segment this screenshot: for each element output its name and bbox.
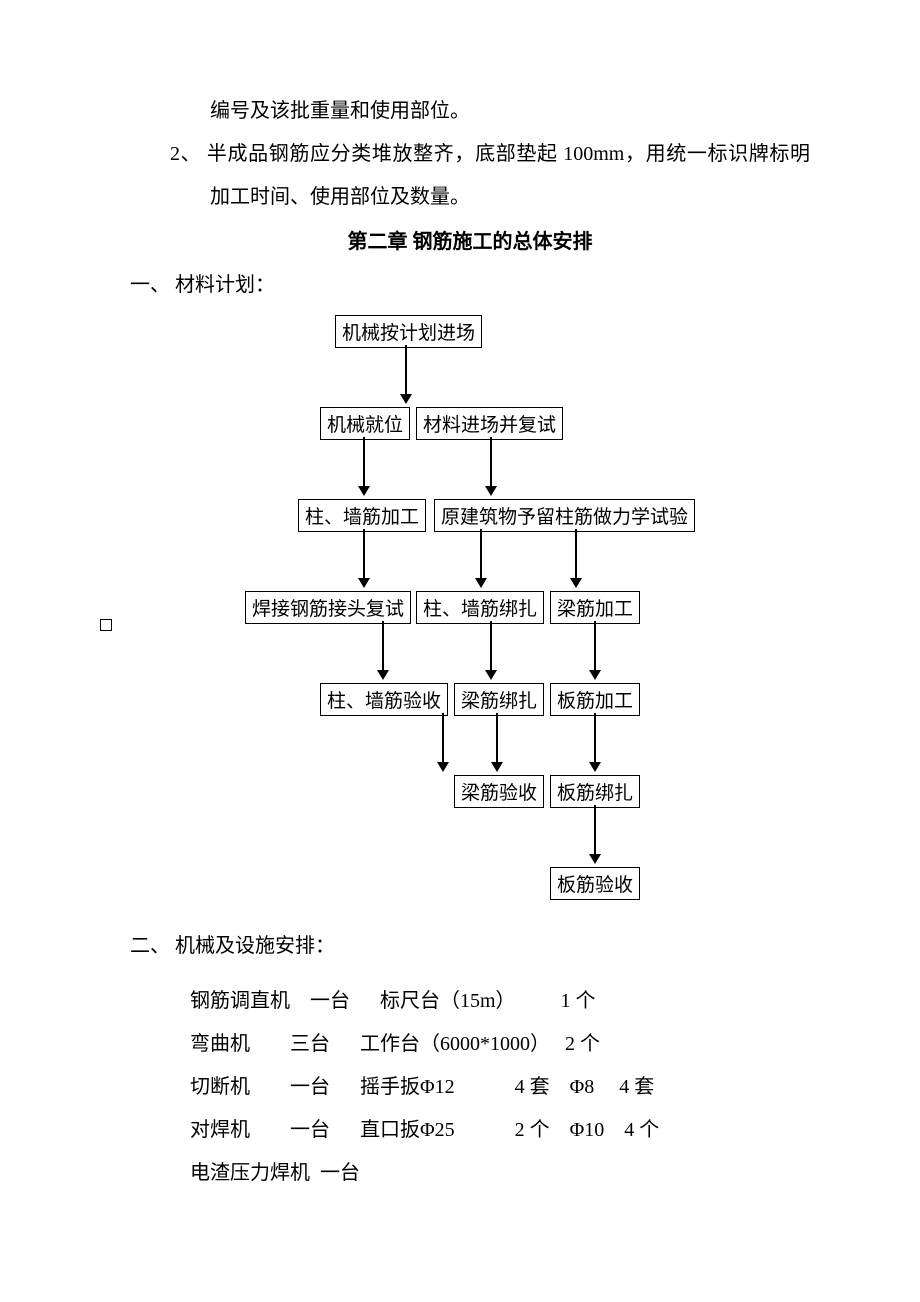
flow-arrow <box>490 621 492 679</box>
flow-arrow <box>496 713 498 771</box>
flow-arrow <box>575 529 577 587</box>
flow-node: 梁筋加工 <box>550 591 640 624</box>
flow-node: 板筋加工 <box>550 683 640 716</box>
document-page: 编号及该批重量和使用部位。 2、 半成品钢筋应分类堆放整齐，底部垫起 100mm… <box>0 0 920 1255</box>
chapter-title: 第二章 钢筋施工的总体安排 <box>130 225 810 254</box>
flow-node: 板筋验收 <box>550 867 640 900</box>
flow-arrow <box>594 621 596 679</box>
flow-arrow <box>490 437 492 495</box>
flow-node: 柱、墙筋绑扎 <box>416 591 544 624</box>
flow-node: 梁筋绑扎 <box>454 683 544 716</box>
equipment-list: 钢筋调直机 一台 标尺台（15m） 1 个 弯曲机 三台 工作台（6000*10… <box>130 980 810 1195</box>
equipment-row: 弯曲机 三台 工作台（6000*1000） 2 个 <box>190 1023 810 1066</box>
flow-arrow <box>594 805 596 863</box>
flow-node: 原建筑物予留柱筋做力学试验 <box>434 499 695 532</box>
section-1-head: 一、 材料计划： <box>130 264 810 307</box>
para-1-cont: 编号及该批重量和使用部位。 <box>130 90 810 133</box>
flow-arrow <box>382 621 384 679</box>
flow-arrow <box>363 529 365 587</box>
equipment-row: 电渣压力焊机 一台 <box>190 1152 810 1195</box>
flow-node: 材料进场并复试 <box>416 407 563 440</box>
flow-node: 柱、墙筋验收 <box>320 683 448 716</box>
equipment-row: 对焊机 一台 直口扳Φ25 2 个 Φ10 4 个 <box>190 1109 810 1152</box>
flow-node: 焊接钢筋接头复试 <box>245 591 411 624</box>
flow-node: 机械按计划进场 <box>335 315 482 348</box>
flow-node: 柱、墙筋加工 <box>298 499 426 532</box>
flow-arrow <box>442 713 444 771</box>
flowchart: 机械按计划进场机械就位材料进场并复试柱、墙筋加工原建筑物予留柱筋做力学试验焊接钢… <box>130 315 810 925</box>
flow-node: 板筋绑扎 <box>550 775 640 808</box>
flow-arrow <box>363 437 365 495</box>
margin-square-icon <box>100 619 112 631</box>
flow-node: 机械就位 <box>320 407 410 440</box>
para-2: 2、 半成品钢筋应分类堆放整齐，底部垫起 100mm，用统一标识牌标明加工时间、… <box>130 133 810 219</box>
flow-node: 梁筋验收 <box>454 775 544 808</box>
section-2-head: 二、 机械及设施安排： <box>130 925 810 968</box>
flow-arrow <box>405 345 407 403</box>
equipment-row: 钢筋调直机 一台 标尺台（15m） 1 个 <box>190 980 810 1023</box>
flow-arrow <box>480 529 482 587</box>
flow-arrow <box>594 713 596 771</box>
equipment-row: 切断机 一台 摇手扳Φ12 4 套 Φ8 4 套 <box>190 1066 810 1109</box>
